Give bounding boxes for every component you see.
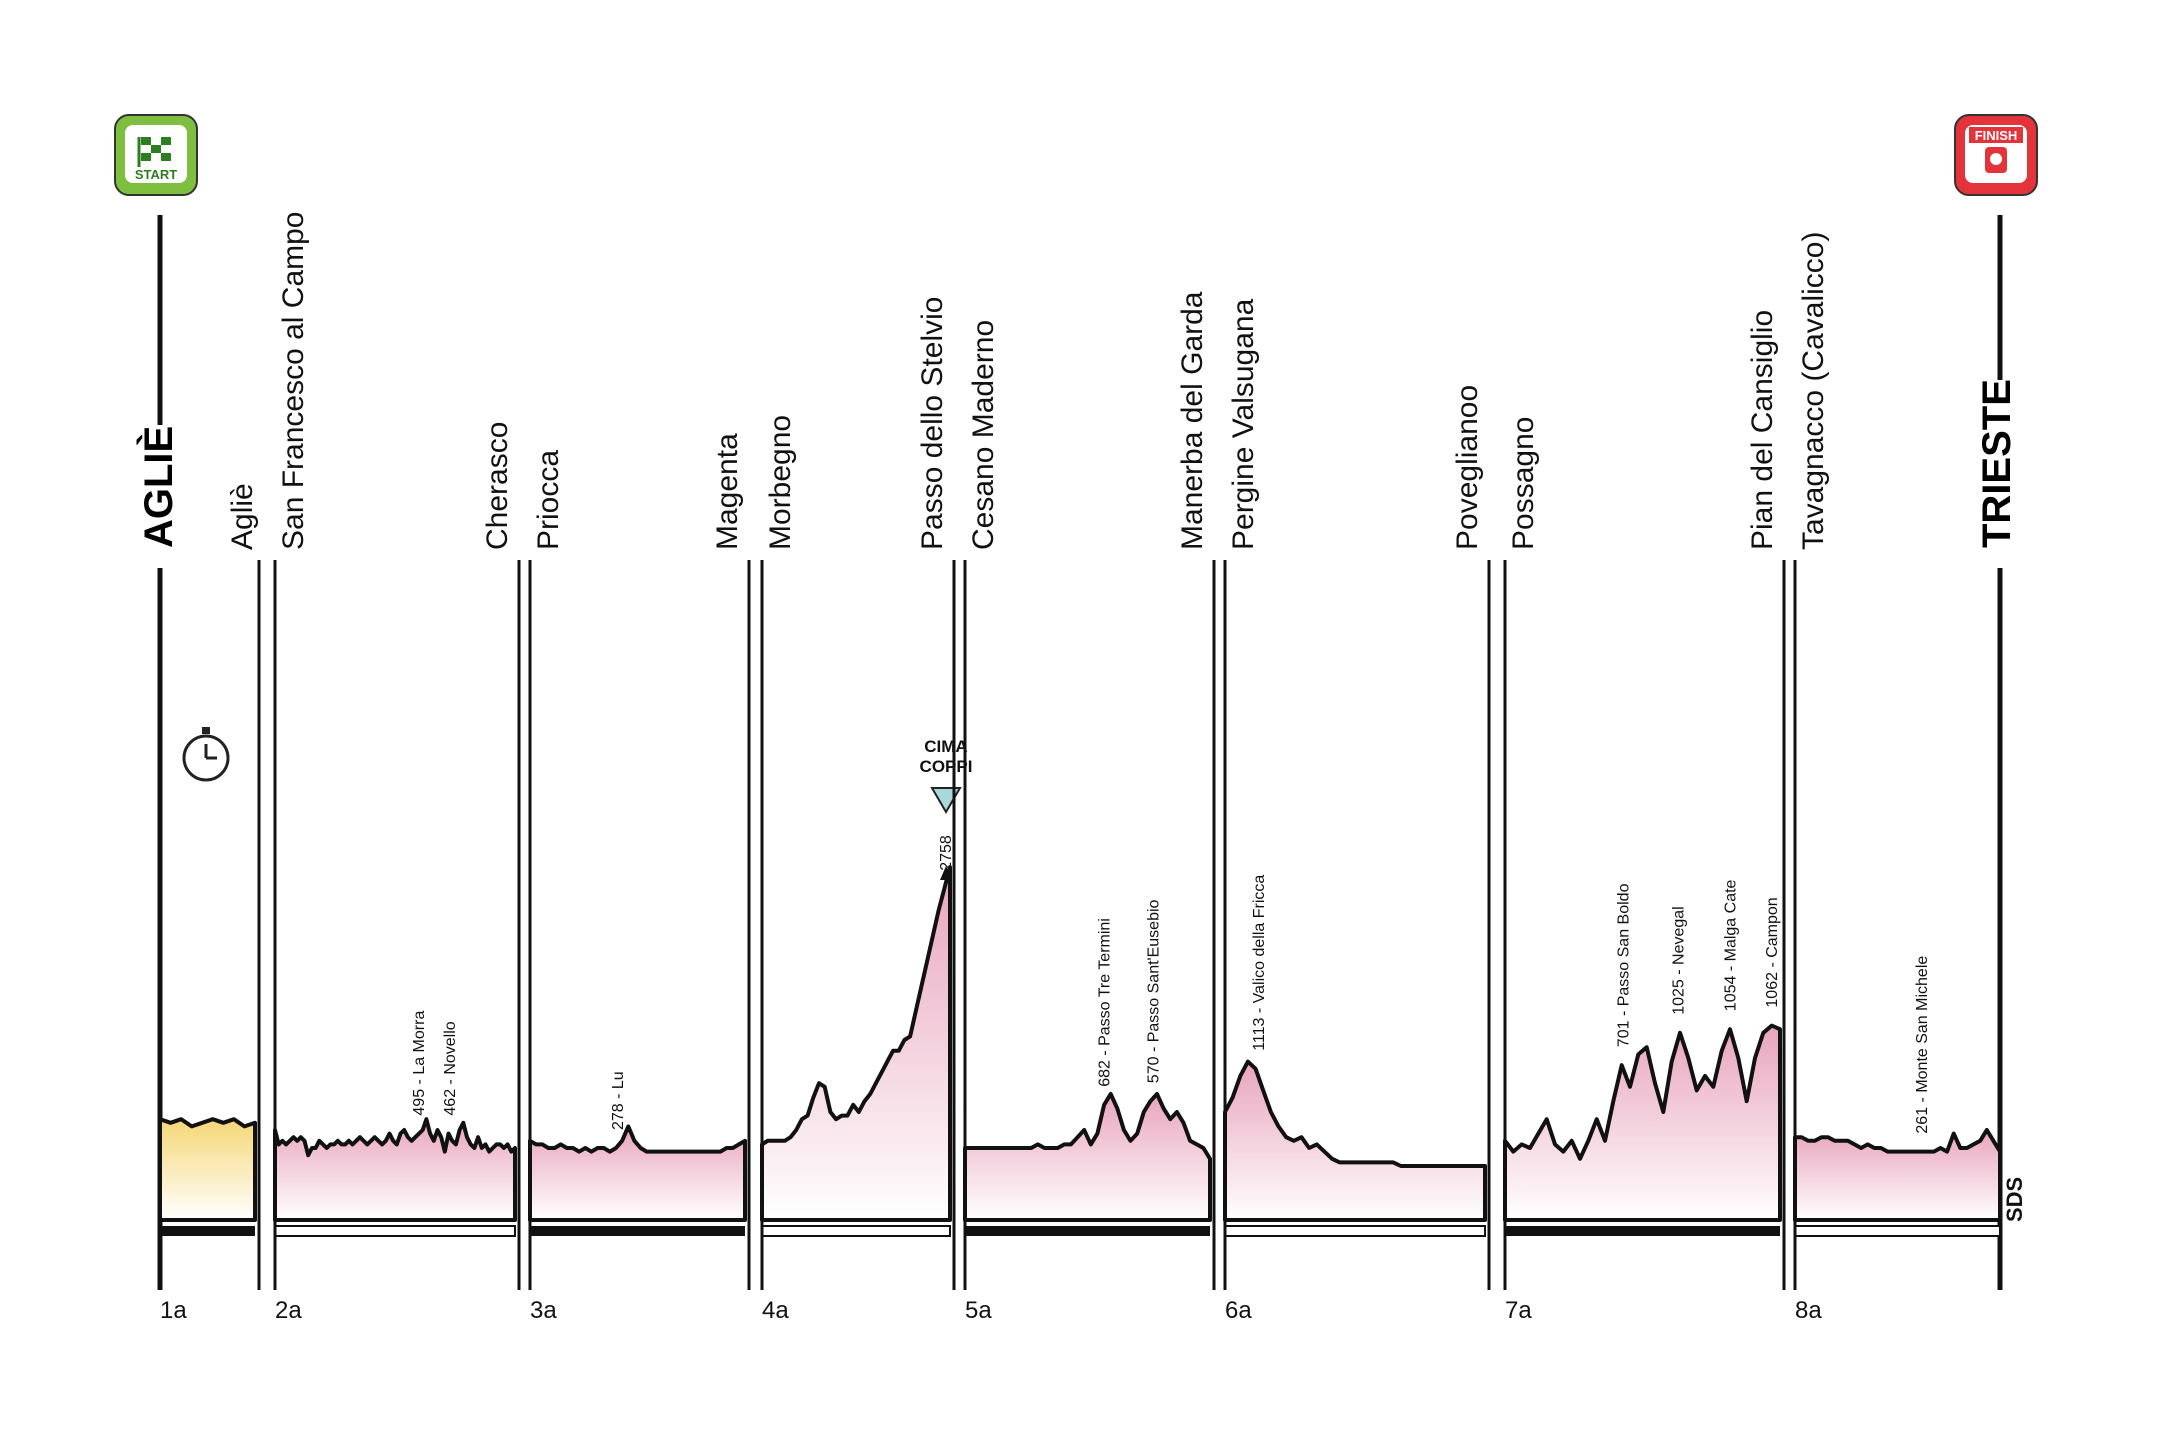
climb-label: 682 - Passo Tre Termini bbox=[1097, 918, 1114, 1087]
stage-start-town: Possagno bbox=[1507, 417, 1540, 550]
stage-bar-1a bbox=[160, 1226, 255, 1236]
stage-panel-6a: 6a Pergine Valsugana Poveglianoo 1113 - Val… bbox=[1223, 298, 1491, 1324]
climb-label: 261 - Monte San Michele bbox=[1914, 956, 1931, 1134]
stage-profile-8a bbox=[1793, 1128, 2002, 1222]
stage-number-label: 4a bbox=[762, 1297, 789, 1324]
stage-profile-4a bbox=[760, 865, 952, 1222]
start-badge: START bbox=[114, 114, 198, 196]
stage-number-label: 5a bbox=[965, 1297, 992, 1324]
stage-profile-7a bbox=[1503, 1023, 1782, 1222]
stage-start-town: Agliè bbox=[226, 483, 259, 550]
climb-label: 2758 bbox=[938, 835, 955, 871]
start-city-label: AGLIÈ bbox=[136, 426, 181, 548]
stage-start-town: Cesano Maderno bbox=[967, 320, 1000, 550]
stage-panel-7a: 7a Possagno Pian del Cansiglio 701 - Passo … bbox=[1503, 310, 1786, 1324]
stage-profile-6a bbox=[1223, 1059, 1487, 1222]
start-badge-label: START bbox=[135, 167, 177, 182]
stage-end-town: Manerba del Garda bbox=[1176, 291, 1209, 550]
stage-bar-2a bbox=[274, 1225, 516, 1237]
stage-bar-6a bbox=[1224, 1225, 1486, 1237]
stage-end-town: Poveglianoo bbox=[1451, 385, 1484, 550]
climb-label: 1062 - Campon bbox=[1764, 897, 1781, 1007]
stage-start-town: Pergine Valsugana bbox=[1227, 298, 1260, 550]
sds-logo: SDS bbox=[2002, 1177, 2027, 1222]
stage-profile-3a bbox=[528, 1124, 747, 1222]
stage-start-town: Tavagnacco (Cavalicco) bbox=[1797, 232, 1830, 550]
stage-bar-7a bbox=[1505, 1226, 1780, 1236]
stage-end-town: Pian del Cansiglio bbox=[1746, 310, 1779, 550]
stage-end-town: Passo dello Stelvio bbox=[916, 297, 949, 550]
stage-number-label: 2a bbox=[275, 1297, 302, 1324]
stage-panel-2a: 2a San Francesco al Campo Cherasco 495 - La… bbox=[273, 212, 521, 1324]
stage-panel-8a: 8a Tavagnacco (Cavalicco) 261 - Monte San … bbox=[1793, 232, 2002, 1324]
checkered-flag-icon bbox=[137, 137, 171, 167]
stage-bar-8a bbox=[1794, 1225, 2001, 1237]
finish-badge: FINISH bbox=[1954, 114, 2038, 196]
stage-profile-1a bbox=[158, 1117, 257, 1222]
stage-number-label: 3a bbox=[530, 1297, 557, 1324]
cima-coppi-triangle-icon bbox=[930, 787, 962, 814]
stage-start-town: San Francesco al Campo bbox=[277, 212, 310, 551]
stage-end-town: Magenta bbox=[711, 433, 744, 550]
stage-start-town: Priocca bbox=[532, 450, 565, 550]
stage-profile-5a bbox=[963, 1092, 1212, 1222]
stage-number-label: 8a bbox=[1795, 1297, 1822, 1324]
stage-profile-2a bbox=[273, 1117, 517, 1222]
cima-coppi-label-2: COPPI bbox=[920, 757, 973, 776]
climb-label: 570 - Passo Sant'Eusebio bbox=[1146, 899, 1163, 1083]
climb-label: 1113 - Valico della Fricca bbox=[1251, 875, 1268, 1051]
cima-coppi-label-1: CIMA bbox=[924, 737, 967, 756]
climb-label: 462 - Novello bbox=[442, 1021, 459, 1115]
stage-number-label: 7a bbox=[1505, 1297, 1532, 1324]
stage-end-town: Cherasco bbox=[481, 422, 514, 550]
stage-panel-4a: 4a Morbegno Passo dello Stelvio 2758 bbox=[760, 297, 956, 1324]
climb-label: 278 - Lu bbox=[610, 1071, 627, 1130]
stopwatch-icon bbox=[182, 727, 230, 782]
stage-bar-3a bbox=[530, 1226, 745, 1236]
stage-number-label: 6a bbox=[1225, 1297, 1252, 1324]
profile-layer: 1a Agliè 2a San Francesco al Campo Cherasco 4… bbox=[157, 212, 2003, 1324]
stage-bar-4a bbox=[761, 1225, 951, 1237]
stage-number-label: 1a bbox=[160, 1297, 187, 1324]
climb-label: 701 - Passo San Boldo bbox=[1615, 883, 1632, 1047]
finish-line-icon bbox=[1985, 147, 2007, 173]
stage-panel-5a: 5a Cesano Maderno Manerba del Garda 682 - P… bbox=[963, 291, 1216, 1324]
stage-panel-1a: 1a Agliè bbox=[158, 483, 261, 1324]
stage-panel-3a: 3a Priocca Magenta 278 - Lu bbox=[528, 433, 751, 1324]
climb-label: 495 - La Morra bbox=[411, 1011, 428, 1116]
stage-bar-5a bbox=[965, 1226, 1210, 1236]
climb-label: 1025 - Nevegal bbox=[1670, 906, 1687, 1015]
finish-badge-label: FINISH bbox=[1975, 128, 2018, 143]
climb-label: 1054 - Malga Cate bbox=[1723, 879, 1740, 1011]
stage-start-town: Morbegno bbox=[764, 415, 797, 550]
finish-city-label: TRIESTE bbox=[1975, 379, 2019, 548]
